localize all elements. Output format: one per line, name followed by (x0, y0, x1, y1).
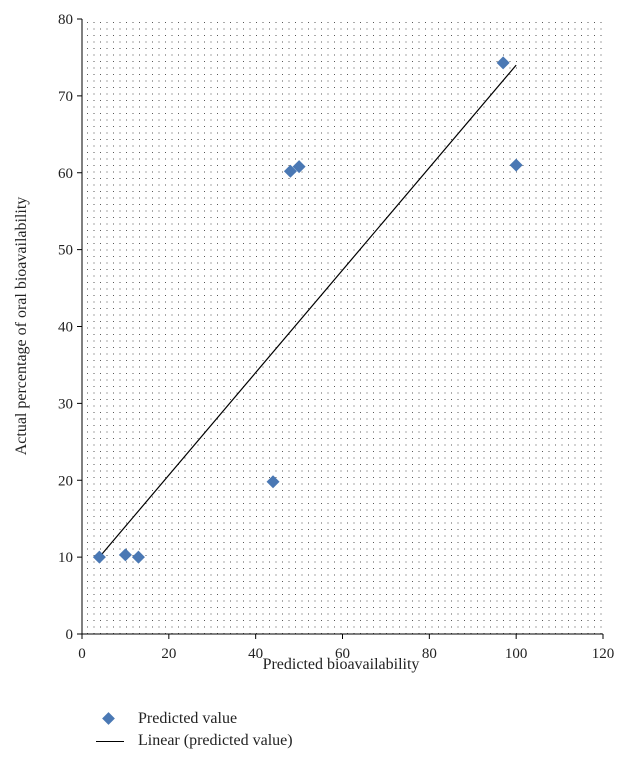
y-tick-label: 60 (58, 166, 73, 182)
y-tick-label: 20 (58, 473, 73, 489)
data-point (92, 550, 106, 564)
plot-area (82, 19, 603, 634)
data-point (509, 158, 523, 172)
x-tick-label: 80 (422, 646, 437, 662)
y-tick-label: 10 (58, 550, 73, 566)
data-point (131, 550, 145, 564)
line-marker-icon (92, 730, 132, 752)
trendline (98, 64, 517, 558)
diamond-marker-icon (92, 708, 132, 730)
data-point (496, 56, 510, 70)
data-point (283, 164, 297, 178)
y-tick-label: 80 (58, 12, 73, 28)
x-tick-label: 20 (161, 646, 176, 662)
legend-item-predicted-value: Predicted value (92, 708, 293, 730)
legend-item-linear: Linear (predicted value) (92, 730, 293, 752)
x-tick-label: 100 (505, 646, 528, 662)
y-tick-label: 0 (66, 627, 74, 643)
x-tick-label: 0 (78, 646, 86, 662)
y-tick-label: 30 (58, 396, 73, 412)
x-axis-title: Predicted bioavailability (263, 656, 420, 673)
y-axis-title: Actual percentage of oral bioavailabilit… (13, 197, 30, 456)
data-point (266, 475, 280, 489)
y-tick-label: 40 (58, 320, 73, 336)
x-tick-label: 40 (248, 646, 263, 662)
legend: Predicted value Linear (predicted value) (92, 708, 293, 752)
y-tick-label: 70 (58, 89, 73, 105)
legend-label: Predicted value (138, 710, 238, 727)
data-point (118, 548, 132, 562)
legend-label: Linear (predicted value) (138, 732, 293, 749)
scatter-chart: 0 20 40 60 80 100 120 0 10 20 30 40 50 60 70 80 Predict… (13, 12, 615, 673)
data-point (292, 160, 306, 174)
y-tick-label: 50 (58, 243, 73, 259)
x-tick-label: 120 (592, 646, 615, 662)
x-tick-label: 60 (335, 646, 350, 662)
